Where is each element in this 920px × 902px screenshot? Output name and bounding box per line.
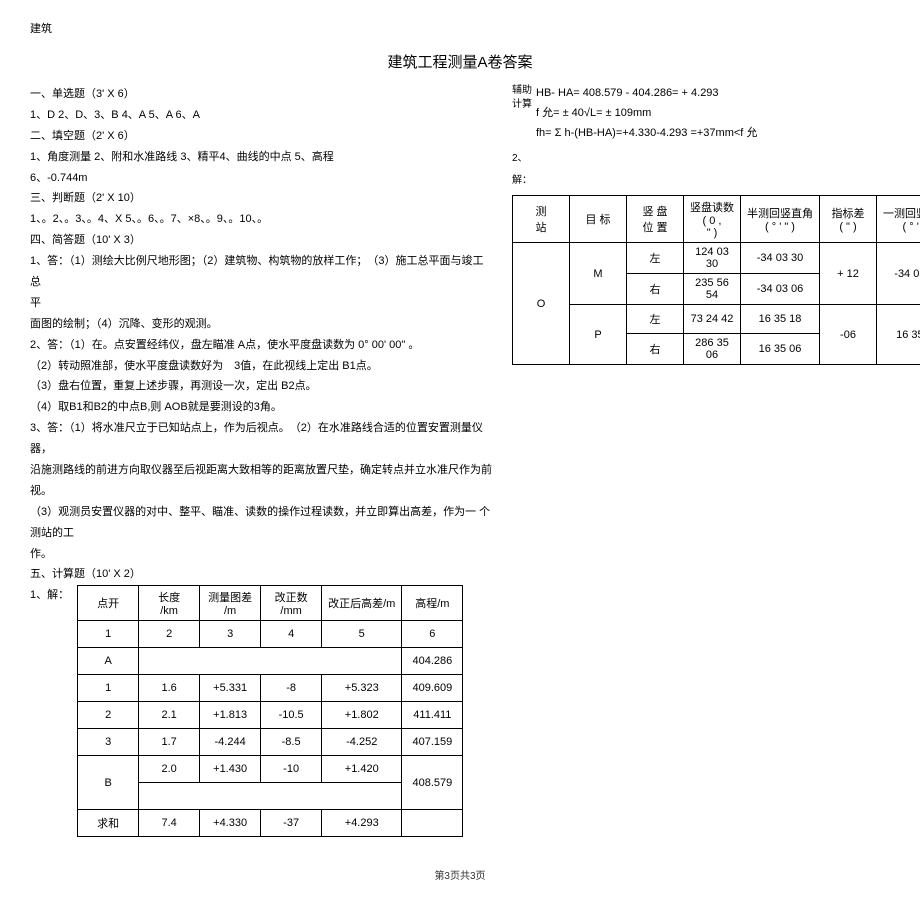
th-full: 一测回竖直 角 ( ° ' " )	[877, 196, 920, 243]
th-half: 半测回竖直角 ( ° ' " )	[741, 196, 820, 243]
q5-1-label: 1、解：	[30, 585, 69, 606]
q4-a3-line2: 沿施测路线的前进方向取仪器至后视距离大致相等的距离放置尺垫，确定转点并立水准尺作…	[30, 460, 492, 502]
calc-line-3: fh= Σ h-(HB-HA)=+4.330-4.293 =+37mm<f 允	[536, 124, 757, 144]
note-2: 2、	[512, 151, 890, 167]
table-row: P 左 73 24 42 16 35 18 -06 16 35 12	[513, 305, 920, 334]
th-pos: 竖 盘 位 置	[627, 196, 684, 243]
th-target: 目 标	[570, 196, 627, 243]
q4-header: 四、简答题（10' X 3）	[30, 230, 492, 251]
q4-a2-line4: （4）取B1和B2的中点B,则 AOB就是要测设的3角。	[30, 397, 492, 418]
q4-a1-line2: 平	[30, 293, 492, 314]
th-length: 长度 /km	[139, 586, 200, 621]
q4-a1-line1: 1、答：（1）测绘大比例尺地形图；（2）建筑物、构筑物的放样工作； （3）施工总…	[30, 251, 492, 293]
table-row: O M 左 124 03 30 -34 03 30 + 12 -34 03 18	[513, 243, 920, 274]
table-row: 求和 7.4 +4.330 -37 +4.293	[78, 810, 463, 837]
q3-header: 三、判断题（2' X 10）	[30, 188, 492, 209]
th-elev: 高程/m	[402, 586, 463, 621]
q4-a2-line1: 2、答：（1）在。点安置经纬仪，盘左瞄准 A点，使水平度盘读数为 0° 00' …	[30, 335, 492, 356]
table-row: 点开 长度 /km 测量图差 /m 改正数 /mm 改正后高差/m 高程/m	[78, 586, 463, 621]
q4-a3-line1: 3、答：（1）将水准尺立于已知站点上，作为后视点。 （2）在水准路线合适的位置安…	[30, 418, 492, 460]
note-jie: 解：	[512, 173, 890, 189]
th-point: 点开	[78, 586, 139, 621]
q5-header: 五、计算题（10' X 2）	[30, 564, 492, 585]
th-corr: 改正数 /mm	[261, 586, 322, 621]
th-diff: 测量图差 /m	[200, 586, 261, 621]
content-wrapper: 一、单选题（3' X 6） 1、D 2、D、3、B 4、A 5、A 6、A 二、…	[30, 84, 890, 837]
th-idx: 指标差 ( " )	[820, 196, 877, 243]
q4-a2-line2: （2）转动照准部，使水平度盘读数好为 3值，在此视线上定出 B1点。	[30, 356, 492, 377]
th-station: 测 站	[513, 196, 570, 243]
page-footer: 第3页共3页	[30, 867, 890, 882]
q4-a2-line3: （3）盘右位置，重复上述步骤，再测设一次，定出 B2点。	[30, 376, 492, 397]
header-category: 建筑	[30, 20, 890, 36]
hint-label: 辅助 计算	[512, 84, 532, 143]
page-title: 建筑工程测量A卷答案	[30, 51, 890, 72]
table-row: 1 2 3 4 5 6	[78, 621, 463, 648]
table-row: A 404.286	[78, 648, 463, 675]
left-column: 一、单选题（3' X 6） 1、D 2、D、3、B 4、A 5、A 6、A 二、…	[30, 84, 492, 837]
q2-answers-b: 6、-0.744m	[30, 168, 492, 189]
table-row: 测 站 目 标 竖 盘 位 置 竖盘读数 ( 0 , " ) 半测回竖直角 ( …	[513, 196, 920, 243]
q4-a1-line3: 面图的绘制；（4）沉降、变形的观测。	[30, 314, 492, 335]
aux-calc-block: 辅助 计算 HB- HA= 408.579 - 404.286= + 4.293…	[512, 84, 890, 143]
right-column: 辅助 计算 HB- HA= 408.579 - 404.286= + 4.293…	[512, 84, 890, 837]
q4-a3-line4: 作。	[30, 544, 492, 565]
q3-answers: 1、。2、。3、。4、X 5、。6、。7、×8、。9、。10、。	[30, 209, 492, 230]
calc-line-1: HB- HA= 408.579 - 404.286= + 4.293	[536, 84, 757, 104]
calc-line-2: f 允= ± 40√L= ± 109mm	[536, 104, 757, 124]
q4-a3-line3: （3）观测员安置仪器的对中、整平、瞄准、读数的操作过程读数，并立即算出高差，作为…	[30, 502, 492, 544]
q1-header: 一、单选题（3' X 6）	[30, 84, 492, 105]
q2-header: 二、填空题（2' X 6）	[30, 126, 492, 147]
angle-table: 测 站 目 标 竖 盘 位 置 竖盘读数 ( 0 , " ) 半测回竖直角 ( …	[512, 195, 920, 365]
q1-answers: 1、D 2、D、3、B 4、A 5、A 6、A	[30, 105, 492, 126]
th-reading: 竖盘读数 ( 0 , " )	[684, 196, 741, 243]
th-aftercorr: 改正后高差/m	[322, 586, 402, 621]
q2-answers-a: 1、角度测量 2、附和水准路线 3、精平4、曲线的中点 5、高程	[30, 147, 492, 168]
calculation-table-1: 点开 长度 /km 测量图差 /m 改正数 /mm 改正后高差/m 高程/m 1…	[77, 585, 463, 837]
